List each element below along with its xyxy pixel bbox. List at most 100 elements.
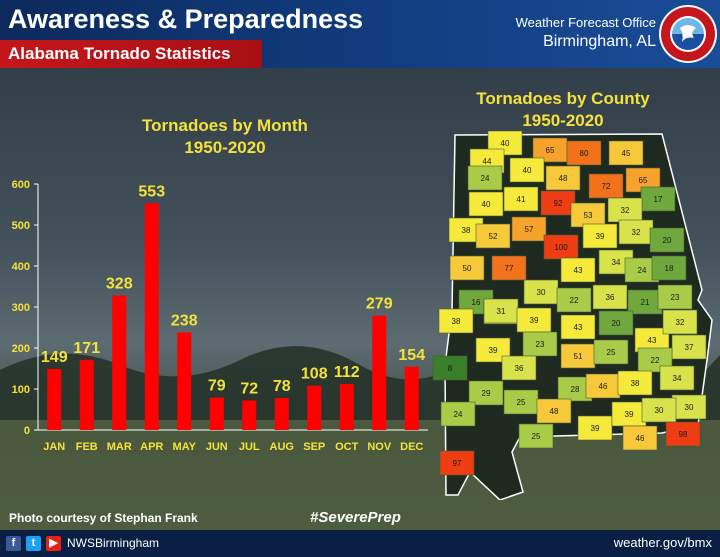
x-tick-label: JAN bbox=[43, 441, 65, 453]
county-count-label: 46 bbox=[599, 382, 608, 391]
county-cell bbox=[440, 401, 476, 427]
county-count-label: 43 bbox=[574, 266, 583, 275]
county-cell bbox=[665, 421, 701, 447]
county-count-label: 65 bbox=[639, 176, 648, 185]
county-count-label: 45 bbox=[622, 149, 631, 158]
county-count-label: 30 bbox=[655, 406, 664, 415]
bar-value-label: 78 bbox=[273, 378, 291, 395]
county-count-label: 18 bbox=[665, 264, 674, 273]
county-cell bbox=[627, 289, 663, 315]
county-count-label: 39 bbox=[625, 410, 634, 419]
county-count-label: 65 bbox=[546, 146, 555, 155]
x-tick-label: SEP bbox=[303, 441, 325, 453]
youtube-icon[interactable]: ▶ bbox=[46, 536, 61, 551]
county-cell bbox=[545, 165, 581, 191]
county-count-label: 39 bbox=[591, 424, 600, 433]
social-handle[interactable]: NWSBirmingham bbox=[67, 536, 160, 550]
county-count-label: 24 bbox=[454, 410, 463, 419]
nws-logo bbox=[659, 5, 717, 63]
county-count-label: 48 bbox=[550, 407, 559, 416]
x-tick-label: OCT bbox=[335, 441, 359, 453]
county-count-label: 50 bbox=[463, 264, 472, 273]
county-cell bbox=[611, 401, 647, 427]
county-cell bbox=[566, 140, 602, 166]
y-tick-label: 500 bbox=[12, 220, 30, 232]
county-cell bbox=[671, 394, 707, 420]
map-title: Tornadoes by County bbox=[476, 89, 650, 108]
county-cell bbox=[588, 173, 624, 199]
county-cell bbox=[556, 287, 592, 313]
county-count-label: 52 bbox=[489, 232, 498, 241]
county-cell bbox=[438, 308, 474, 334]
x-tick-label: MAY bbox=[173, 441, 197, 453]
county-count-label: 30 bbox=[685, 403, 694, 412]
county-count-label: 38 bbox=[631, 379, 640, 388]
bar-value-label: 238 bbox=[171, 312, 198, 329]
county-count-label: 40 bbox=[482, 200, 491, 209]
bar-apr bbox=[144, 203, 159, 430]
facebook-icon[interactable]: f bbox=[6, 536, 21, 551]
county-cell bbox=[622, 425, 658, 451]
county-count-label: 98 bbox=[679, 430, 688, 439]
county-count-label: 8 bbox=[448, 364, 453, 373]
county-count-label: 38 bbox=[462, 226, 471, 235]
county-cell bbox=[536, 398, 572, 424]
county-count-label: 51 bbox=[574, 352, 583, 361]
county-count-label: 22 bbox=[570, 296, 579, 305]
county-cell bbox=[662, 309, 698, 335]
bar-value-label: 553 bbox=[138, 183, 165, 200]
county-cell bbox=[516, 307, 552, 333]
x-tick-label: MAR bbox=[107, 441, 132, 453]
bar-value-label: 279 bbox=[366, 296, 393, 313]
county-count-label: 23 bbox=[671, 293, 680, 302]
county-cell bbox=[598, 310, 634, 336]
y-tick-label: 100 bbox=[12, 384, 30, 396]
county-count-label: 39 bbox=[489, 346, 498, 355]
county-count-label: 32 bbox=[621, 206, 630, 215]
county-count-label: 34 bbox=[673, 374, 682, 383]
bar-oct bbox=[339, 384, 354, 430]
tornadoes-by-county-map: Tornadoes by County 1950-2020 40 65 80 45 44… bbox=[432, 89, 713, 500]
county-count-label: 16 bbox=[472, 298, 481, 307]
county-cell bbox=[617, 370, 653, 396]
county-count-label: 40 bbox=[523, 166, 532, 175]
website-link[interactable]: weather.gov/bmx bbox=[613, 535, 712, 550]
county-cell bbox=[640, 186, 676, 212]
county-cell bbox=[509, 157, 545, 183]
y-tick-label: 300 bbox=[12, 302, 30, 314]
county-cell bbox=[449, 255, 485, 281]
county-count-label: 43 bbox=[574, 323, 583, 332]
bar-value-label: 79 bbox=[208, 378, 226, 395]
county-count-label: 38 bbox=[452, 317, 461, 326]
bar-value-label: 149 bbox=[41, 349, 68, 366]
county-count-label: 100 bbox=[554, 243, 568, 252]
county-cell bbox=[657, 284, 693, 310]
county-count-label: 36 bbox=[515, 364, 524, 373]
county-cell bbox=[651, 255, 687, 281]
twitter-icon[interactable]: t bbox=[26, 536, 41, 551]
county-count-label: 46 bbox=[636, 434, 645, 443]
bar-value-label: 328 bbox=[106, 276, 133, 293]
x-tick-label: JUL bbox=[239, 441, 260, 453]
county-cell bbox=[523, 279, 559, 305]
hashtag: #SeverePrep bbox=[310, 509, 401, 526]
county-count-label: 21 bbox=[641, 298, 650, 307]
county-cell bbox=[649, 227, 685, 253]
county-cell bbox=[511, 216, 547, 242]
county-cell bbox=[503, 186, 539, 212]
subtitle-bar bbox=[0, 40, 262, 68]
county-count-label: 24 bbox=[638, 266, 647, 275]
county-cell bbox=[671, 334, 707, 360]
bar-jul bbox=[242, 400, 257, 430]
county-cell bbox=[608, 140, 644, 166]
county-cell bbox=[491, 255, 527, 281]
bar-dec bbox=[404, 366, 419, 430]
county-cell bbox=[501, 355, 537, 381]
county-count-label: 39 bbox=[530, 316, 539, 325]
county-count-label: 32 bbox=[632, 228, 641, 237]
map-subtitle: 1950-2020 bbox=[522, 111, 603, 130]
county-count-label: 17 bbox=[654, 195, 663, 204]
county-count-label: 41 bbox=[517, 195, 526, 204]
bar-value-label: 171 bbox=[73, 340, 100, 357]
county-cell bbox=[592, 284, 628, 310]
